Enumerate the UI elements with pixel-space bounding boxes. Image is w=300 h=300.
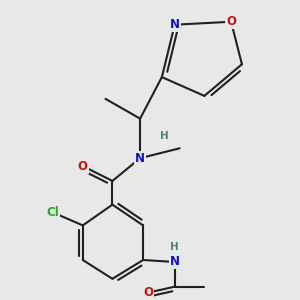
Text: O: O	[143, 286, 153, 299]
Text: Cl: Cl	[47, 206, 59, 219]
Text: H: H	[170, 242, 179, 252]
Text: N: N	[170, 256, 180, 268]
Text: H: H	[160, 131, 169, 141]
Text: O: O	[226, 15, 236, 28]
Text: O: O	[78, 160, 88, 172]
Text: N: N	[135, 152, 145, 165]
Text: N: N	[170, 18, 180, 31]
